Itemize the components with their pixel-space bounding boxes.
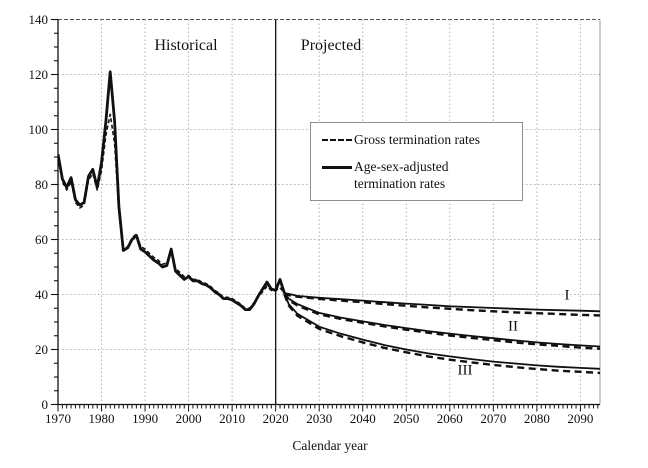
x-tick-label: 2000 [175,411,202,426]
scenario-label-3: III [457,362,473,379]
y-tick-label: 80 [35,176,48,192]
x-tick-label: 1980 [88,411,115,426]
series-proj1-adjusted [284,292,600,313]
scenario-label-1: I [564,287,570,304]
x-tick-label: 1970 [45,411,71,426]
series-proj3-adjusted [283,292,600,370]
series-hist-adjusted [58,70,286,311]
y-tick-label: 100 [28,121,49,137]
y-tick-label: 0 [41,396,49,412]
x-axis-title: Calendar year [292,438,368,453]
legend-label-adjusted-line1: Age-sex-adjusted [354,159,449,174]
series-proj3-gross [283,294,600,375]
scenario-label-2: II [508,318,518,335]
series-proj2-gross [283,292,600,350]
legend-label-adjusted-line2: termination rates [354,176,446,191]
projected-region-label: Projected [300,37,362,54]
x-tick-label: 2060 [436,411,463,426]
historical-region-label: Historical [154,37,218,54]
dashed-line-sample-icon [322,139,352,141]
x-tick-label: 2090 [567,411,594,426]
y-tick-label: 20 [35,341,48,357]
x-tick-label: 2030 [306,411,333,426]
legend-label-adjusted: Age-sex-adjusted termination rates [352,158,448,192]
series-proj2-adjusted [283,292,600,348]
x-tick-label: 2010 [219,411,246,426]
x-tick-label: 1990 [132,411,159,426]
solid-line-sample-icon [322,166,352,169]
x-tick-label: 2050 [393,411,420,426]
x-tick-label: 2020 [262,411,289,426]
y-tick-label: 120 [28,66,49,82]
legend-item-gross: Gross termination rates [322,131,516,148]
legend-item-adjusted: Age-sex-adjusted termination rates [322,158,516,192]
series-proj1-gross [283,292,600,317]
x-tick-label: 2080 [523,411,550,426]
legend-label-gross: Gross termination rates [354,132,480,147]
series-hist-gross [58,113,286,310]
y-tick-label: 40 [35,286,48,302]
y-tick-label: 140 [28,11,49,27]
y-tick-label: 60 [35,231,48,247]
x-tick-label: 2040 [349,411,376,426]
legend: Gross termination rates Age-sex-adjusted… [310,122,523,201]
x-tick-label: 2070 [480,411,507,426]
